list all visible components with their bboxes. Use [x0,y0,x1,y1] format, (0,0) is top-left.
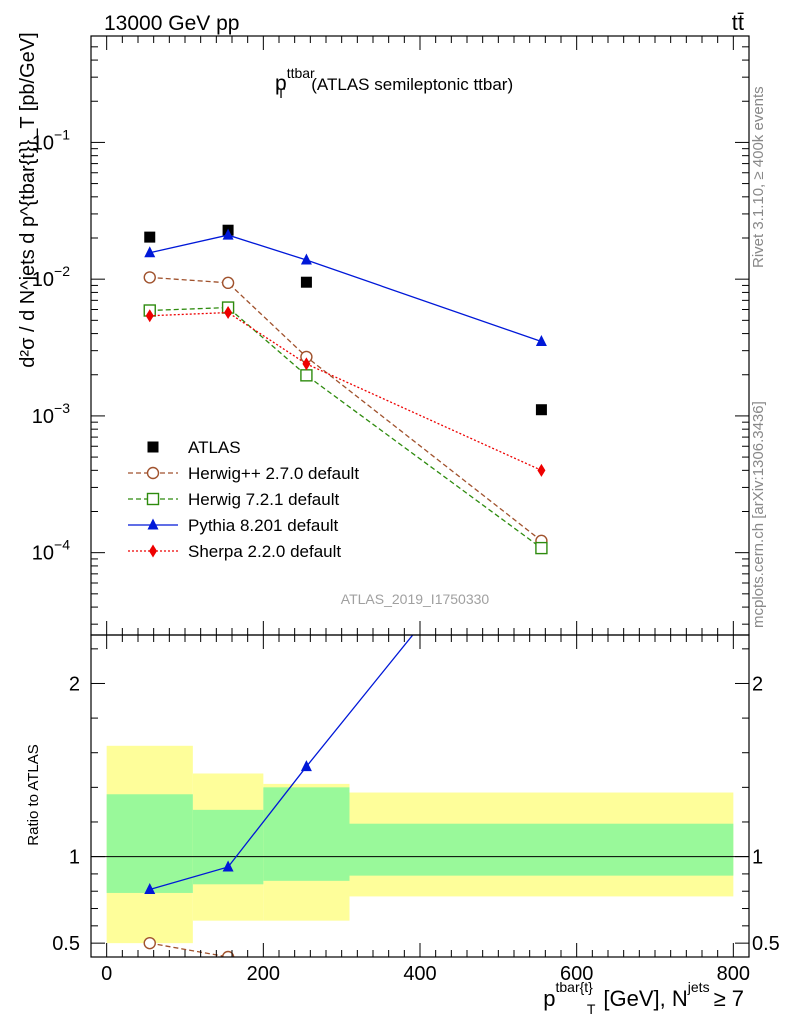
main-data-point [535,404,547,416]
title-sup: ttbar [287,65,315,81]
legend-label: Herwig 7.2.1 default [188,490,339,509]
x-tick-label: 600 [560,963,593,985]
mcplots-label: mcplots.cern.ch [arXiv:1306.3436] [750,401,767,628]
ratio-y-tick-label-left: 0.5 [52,933,80,955]
ratio-y-ticks: 0.5 0.5 1 1 2 2 [52,648,780,955]
legend: ATLAS Herwig++ 2.7.0 default Herwig 7.2.1 … [128,438,359,561]
ratio-inner-band [106,794,193,893]
main-y-tick-label: 10−1 [32,126,70,154]
collision-label: 13000 GeV pp [104,12,239,35]
main-series-line [149,311,542,471]
main-series [143,224,548,555]
legend-marker [147,518,159,530]
main-data-point [224,306,233,320]
main-data-point [535,335,547,347]
legend-label: Sherpa 2.2.0 default [188,542,341,561]
ratio-y-tick-label-right: 2 [752,673,763,695]
title-main: p [275,72,287,95]
main-data-point [302,357,311,371]
ratio-data-point [143,936,156,950]
ratio-y-axis-label: Ratio to ATLAS [25,744,42,845]
ratio-frame [90,634,750,958]
ratio-data-point [300,760,312,772]
xlabel-end: ≥ 7 [714,986,744,1011]
xlabel-sup2: jets [687,979,710,995]
title-rest: (ATLAS semileptonic ttbar) [311,75,513,94]
process-label: tt̄ [732,10,744,35]
ratio-series-line [149,635,414,891]
legend-marker [147,441,159,453]
ratio-data-point [222,860,234,872]
x-axis-label: ptbar{t} T [GeV], Njets ≥ 7 [543,979,744,1017]
xlabel-sup: tbar{t} [555,979,593,995]
ratio-inner-band [349,823,734,876]
x-tick-label: 0 [101,963,112,985]
main-series-line [149,234,542,343]
main-x-ticks [106,36,734,635]
legend-marker [149,544,157,558]
ratio-series [143,635,414,957]
ratio-inner-band [263,787,350,881]
main-data-point [300,369,313,382]
x-tick-label: 800 [717,963,750,985]
ratio-y-tick-label-right: 1 [752,847,763,869]
title-sub: T [277,85,286,101]
plot-title: pttbar T (ATLAS semileptonic ttbar) [275,65,513,101]
xlabel-sub: T [587,1001,596,1017]
main-data-point [144,246,156,258]
x-tick-label: 400 [403,963,436,985]
legend-label: Herwig++ 2.7.0 default [188,464,359,483]
ratio-series-line [149,942,229,957]
legend-marker [146,466,160,480]
main-series-line [149,276,542,542]
rivet-label: Rivet 3.1.10, ≥ 400k events [750,86,767,268]
ratio-y-tick-label-left: 2 [69,673,80,695]
main-data-point [221,276,235,290]
legend-marker [146,492,160,506]
ratio-inner-band [192,809,264,885]
xlabel-mid: [GeV], N [603,986,687,1011]
analysis-label: ATLAS_2019_I1750330 [341,591,490,607]
main-data-point [300,276,312,288]
main-y-tick-label: 10−3 [32,400,70,428]
legend-label: Pythia 8.201 default [188,516,339,535]
main-data-point [222,228,234,240]
main-series-line [149,306,542,549]
ratio-y-tick-label-right: 0.5 [752,933,780,955]
ratio-bands [106,745,734,944]
xlabel-main: p [543,986,555,1011]
ratio-panel: 0.5 0.51 12 2 0 200 400 600 800 Ratio to ATLAS … [25,634,780,1017]
ratio-data-point [144,882,156,894]
main-y-axis-label: d²σ / d N^jets d p^{tbar{t}}_T [pb/GeV] [17,32,39,367]
main-y-tick-label: 10−4 [32,537,70,565]
main-data-point [144,231,156,243]
ratio-y-tick-label-left: 1 [69,847,80,869]
main-data-point [535,541,548,555]
x-tick-label: 200 [247,963,280,985]
main-y-tick-label: 10−2 [32,263,70,291]
legend-label: ATLAS [188,438,241,457]
main-data-point [145,309,154,323]
ratio-data-point [221,950,235,957]
main-data-point [143,271,156,284]
main-data-point [537,463,546,477]
ratio-x-ticks: 0 200 400 600 800 [101,635,750,985]
main-panel: 10−1 10−2 10−3 10−4 pttbar T (ATLAS semilepto… [17,32,750,636]
main-y-ticks: 10−1 10−2 10−3 10−4 [32,46,749,625]
main-data-point [300,253,312,265]
